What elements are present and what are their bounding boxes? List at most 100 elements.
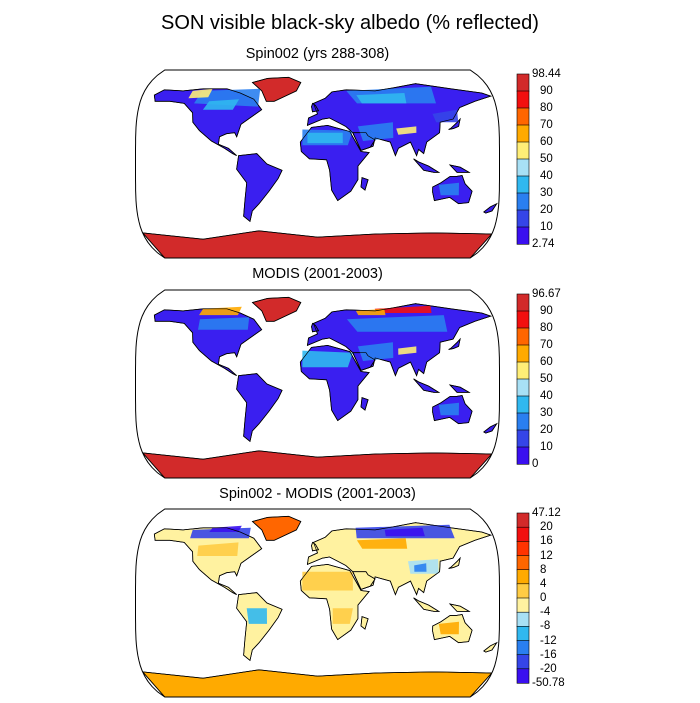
panel-3-map [135,508,530,698]
coastline [352,132,376,151]
field-patch [398,346,417,355]
coastline [448,164,471,173]
colorbar-label: -50.78 [532,677,565,689]
colorbar-label: 70 [540,339,553,351]
coastline [153,308,263,376]
map-border [135,289,500,479]
coastline [141,669,493,697]
coastline [448,384,471,393]
coastline [360,397,369,411]
coastline [448,556,461,569]
field-patch [356,93,407,104]
colorbar-swatch [516,124,530,143]
field-patch [346,315,448,332]
colorbar-label: 50 [540,373,553,385]
colorbar-label: 20 [540,204,553,216]
colorbar-label: 8 [540,563,547,576]
colorbar-label: -16 [540,648,557,661]
colorbar-label: 20 [540,424,553,436]
coastline [432,614,473,644]
colorbar-swatch [516,555,530,571]
field-patch [356,538,408,549]
coastline [251,76,302,102]
colorbar-label: 47.12 [532,507,561,519]
colorbar-swatch [516,310,530,329]
coastline [141,450,493,478]
field-patch [332,608,353,624]
coastline [311,322,320,333]
colorbar-label: 80 [540,102,553,114]
colorbar-swatch [516,429,530,448]
panel-2-map [135,289,530,479]
colorbar-swatch [516,446,530,465]
coastline [483,422,498,434]
colorbar-label: 30 [540,407,553,419]
colorbar-swatch [516,141,530,160]
coastline [483,202,498,214]
panel-1-map [135,69,530,259]
colorbar-swatch [516,226,530,245]
colorbar-swatch [516,611,530,627]
field-patch [202,99,240,110]
colorbar-swatch [516,526,530,543]
colorbar-swatch [516,90,530,109]
coastline [153,88,263,156]
colorbar-swatch [516,73,530,92]
colorbar-swatch [516,378,530,397]
colorbar-swatch [516,395,530,414]
colorbar-swatch [516,540,530,557]
coastline [413,378,441,393]
field-patch [357,122,394,141]
colorbar-label: 60 [540,136,553,148]
colorbar-swatch [516,668,530,684]
colorbar-label: 10 [540,441,553,453]
coastline [352,352,376,371]
colorbar-swatch [516,597,530,613]
colorbar-label: 60 [540,356,553,368]
field-patch [438,402,459,416]
colorbar-swatch [516,626,530,642]
map-border [135,69,500,259]
colorbar-swatch [516,583,530,599]
coastline [236,153,283,223]
coastline [311,102,320,113]
colorbar-swatch [516,569,530,585]
coastline [236,592,283,662]
field-patch [357,342,394,361]
colorbar-label: 40 [540,390,553,402]
colorbar-label: 2.74 [532,238,555,250]
field-patch [209,525,242,532]
field-patch [197,542,239,556]
field-patch [302,350,353,368]
colorbar-swatch [516,158,530,177]
field-patch [198,317,250,330]
colorbar-swatch [516,209,530,228]
coastline [483,641,498,653]
colorbar-label: 50 [540,153,553,165]
colorbar-swatch [516,107,530,126]
coastline [360,616,369,630]
colorbar-label: 40 [540,170,553,182]
colorbar-swatch [516,327,530,346]
colorbar-swatch [516,512,530,528]
field-patch [396,126,417,135]
colorbar-swatch [516,192,530,211]
colorbar-label: 16 [540,535,553,548]
colorbar-label: 90 [540,305,553,317]
colorbar-swatch [516,344,530,363]
coastline [251,296,302,322]
field-patch [438,182,459,196]
field-patch [246,608,267,624]
coastline [299,125,370,202]
coastline [251,515,302,541]
coastline [311,541,320,552]
coastline [299,345,370,422]
colorbar-label: -20 [540,662,557,675]
colorbar-swatch [516,175,530,194]
figure-title: SON visible black-sky albedo (% reflecte… [161,12,539,34]
coastline [352,571,376,590]
colorbar-label: 98.44 [532,68,561,80]
colorbar-swatch [516,654,530,670]
map-border [135,508,500,698]
field-patch [302,571,353,591]
